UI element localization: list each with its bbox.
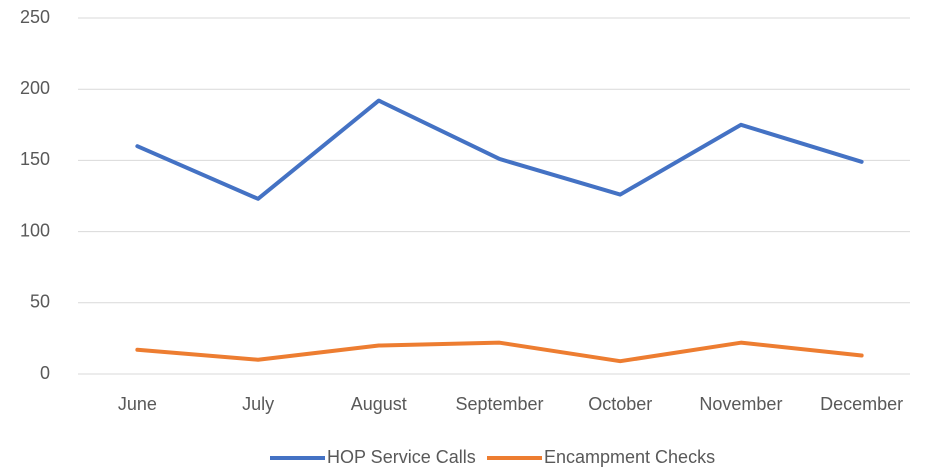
series-line [135, 340, 864, 364]
x-tick-label: August [351, 394, 407, 414]
y-tick-label: 0 [40, 363, 50, 383]
x-tick-label: July [242, 394, 274, 414]
x-tick-label: June [118, 394, 157, 414]
y-tick-label: 50 [30, 292, 50, 312]
legend-label: Encampment Checks [544, 447, 715, 467]
series-line [135, 98, 864, 201]
x-tick-label: September [455, 394, 543, 414]
y-tick-label: 250 [20, 7, 50, 27]
x-tick-label: November [699, 394, 782, 414]
x-tick-label: December [820, 394, 903, 414]
y-tick-label: 150 [20, 149, 50, 169]
y-tick-label: 100 [20, 220, 50, 240]
legend-label: HOP Service Calls [327, 447, 476, 467]
y-tick-label: 200 [20, 78, 50, 98]
x-tick-label: October [588, 394, 652, 414]
